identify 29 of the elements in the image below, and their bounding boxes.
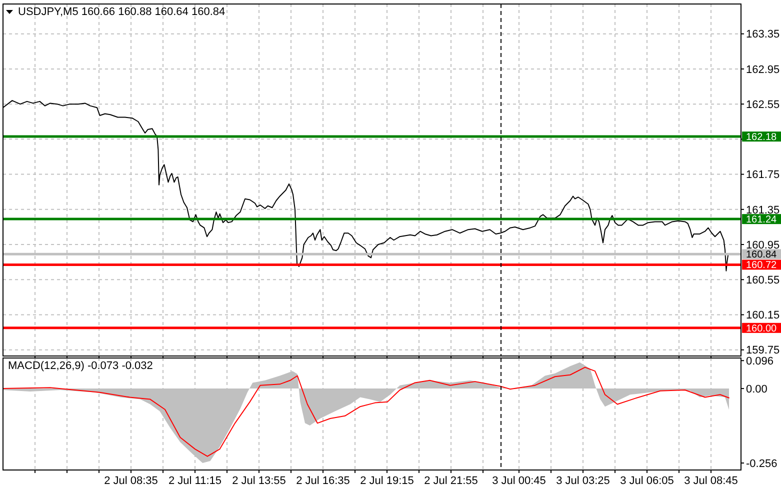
x-tick-label: 2 Jul 11:15 [168, 475, 222, 487]
x-tick-label: 2 Jul 08:35 [104, 475, 158, 487]
x-tick-label: 2 Jul 19:15 [360, 475, 414, 487]
ref-line-label: 161.24 [746, 214, 778, 226]
y-tick-label: 161.75 [746, 169, 780, 182]
x-tick-label: 2 Jul 21:55 [424, 475, 478, 487]
y-tick-label: 162.55 [746, 98, 780, 111]
y-tick-label: 162.95 [746, 64, 780, 76]
ref-line-label: 162.18 [746, 132, 778, 144]
y-tick-label: 160.55 [746, 274, 780, 286]
y-tick-label: 160.15 [746, 310, 780, 322]
y-tick-label: 0.00 [746, 383, 768, 396]
ref-line-label: 160.72 [746, 260, 778, 272]
y-tick-label: 159.75 [746, 344, 780, 357]
ref-line-label: 160.00 [746, 323, 778, 334]
chart-title: MACD(12,26,9) -0.073 -0.032 [8, 360, 153, 372]
x-tick-label: 2 Jul 16:35 [296, 475, 350, 487]
y-tick-label: 163.35 [746, 28, 780, 41]
x-tick-label: 3 Jul 06:05 [620, 475, 674, 487]
y-tick-label: 161.35 [746, 204, 780, 216]
x-tick-label: 2 Jul 13:55 [232, 475, 286, 487]
x-tick-label: 3 Jul 08:45 [684, 475, 738, 487]
y-tick-label: 0.096 [746, 355, 774, 368]
chart-title: USDJPY,M5 160.66 160.88 160.64 160.84 [18, 6, 226, 18]
x-tick-label: 3 Jul 00:45 [492, 475, 546, 487]
x-tick-label: 3 Jul 03:25 [556, 475, 610, 487]
ref-line-label: 160.84 [746, 250, 778, 261]
y-tick-label: 160.95 [746, 239, 780, 252]
y-tick-label: -0.256 [746, 458, 778, 470]
